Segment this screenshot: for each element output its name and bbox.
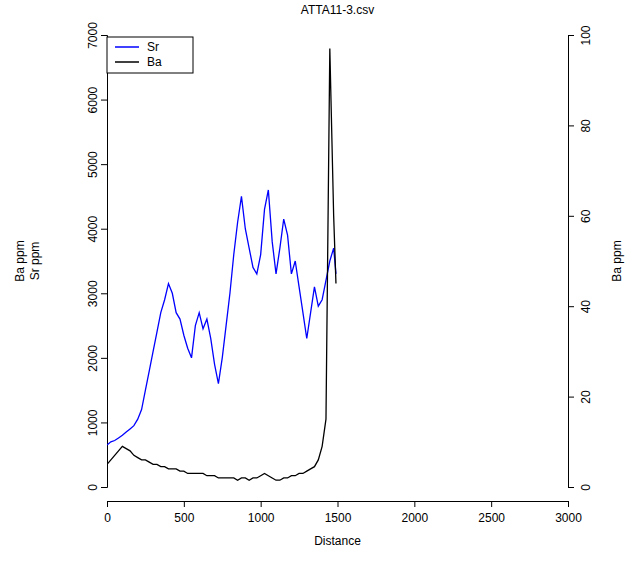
tick-mark xyxy=(101,358,107,359)
tick: 100 xyxy=(568,25,593,45)
series-line xyxy=(107,49,336,481)
tick: 6000 xyxy=(86,86,107,113)
tick-label: 100 xyxy=(579,25,593,45)
legend-swatch xyxy=(115,61,139,63)
tick-label: 2000 xyxy=(86,345,100,372)
tick-mark xyxy=(568,397,574,398)
tick-mark xyxy=(101,100,107,101)
tick-mark xyxy=(261,501,262,507)
tick-label: 20 xyxy=(579,390,593,404)
tick-mark xyxy=(568,125,574,126)
y-label: Ba ppm xyxy=(13,240,27,281)
title: ATTA11-3.csv xyxy=(301,3,374,17)
tick-mark xyxy=(491,501,492,507)
tick-mark xyxy=(568,306,574,307)
tick-label: 500 xyxy=(174,511,194,525)
tick-label: 0 xyxy=(579,484,593,491)
tick: 0 xyxy=(86,484,107,491)
tick: 3000 xyxy=(555,501,582,525)
tick: 1000 xyxy=(248,501,275,525)
tick: 0 xyxy=(104,501,111,525)
tick-mark xyxy=(568,501,569,507)
y-axis-line xyxy=(101,36,108,488)
plot-area xyxy=(107,49,336,481)
tick: 3000 xyxy=(86,280,107,307)
tick-label: 2500 xyxy=(478,511,505,525)
tick-mark xyxy=(568,216,574,217)
tick: 500 xyxy=(174,501,194,525)
x-label: Distance xyxy=(314,534,361,548)
tick-mark xyxy=(338,501,339,507)
tick: 7000 xyxy=(86,22,107,49)
tick-mark xyxy=(107,501,108,507)
series-line xyxy=(107,190,336,445)
tick: 2000 xyxy=(86,345,107,372)
legend-box xyxy=(107,37,193,73)
tick-label: 7000 xyxy=(86,22,100,49)
tick: 1000 xyxy=(86,409,107,436)
tick-mark xyxy=(101,293,107,294)
y2-axis: 0 20 40 60 80 100 xyxy=(568,25,593,491)
y-axis: 0 1000 2000 3000 4000 5000 6000 7000 xyxy=(86,22,108,491)
tick: 60 xyxy=(568,209,593,223)
tick-mark xyxy=(414,501,415,507)
tick: 80 xyxy=(568,119,593,133)
legend-swatch xyxy=(115,46,139,48)
tick: 4000 xyxy=(86,216,107,243)
tick-label: 0 xyxy=(86,484,100,491)
tick-label: 0 xyxy=(104,511,111,525)
tick-mark xyxy=(101,422,107,423)
tick-label: 5000 xyxy=(86,151,100,178)
tick-label: 60 xyxy=(579,209,593,223)
tick: 0 xyxy=(568,484,593,491)
tick-mark xyxy=(101,487,107,488)
tick-label: 1500 xyxy=(325,511,352,525)
tick: 2500 xyxy=(478,501,505,525)
legend: SrBa xyxy=(107,37,193,73)
tick-mark xyxy=(101,229,107,230)
tick-mark xyxy=(101,35,107,36)
tick: 5000 xyxy=(86,151,107,178)
x-axis-line xyxy=(108,502,569,508)
tick: 2000 xyxy=(401,501,428,525)
tick-mark xyxy=(184,501,185,507)
legend-label: Ba xyxy=(147,55,162,69)
y-label: Sr ppm xyxy=(28,242,42,281)
tick-mark xyxy=(568,35,574,36)
tick-label: 1000 xyxy=(86,409,100,436)
tick-label: 80 xyxy=(579,119,593,133)
tick-label: 3000 xyxy=(86,280,100,307)
tick-mark xyxy=(101,164,107,165)
tick-label: 4000 xyxy=(86,216,100,243)
y2-axis-line xyxy=(569,36,575,488)
tick-label: 6000 xyxy=(86,86,100,113)
tick: 40 xyxy=(568,300,593,314)
tick-label: 40 xyxy=(579,300,593,314)
chart: 0500100015002000250030000100020003000400… xyxy=(0,0,637,571)
tick: 1500 xyxy=(325,501,352,525)
tick-label: 1000 xyxy=(248,511,275,525)
tick-mark xyxy=(568,487,574,488)
tick-label: 3000 xyxy=(555,511,582,525)
tick-label: 2000 xyxy=(401,511,428,525)
legend-label: Sr xyxy=(147,40,159,54)
x-axis: 0 500 1000 1500 2000 2500 3000 xyxy=(104,501,582,525)
tick: 20 xyxy=(568,390,593,404)
y2-label: Ba ppm xyxy=(610,240,624,281)
